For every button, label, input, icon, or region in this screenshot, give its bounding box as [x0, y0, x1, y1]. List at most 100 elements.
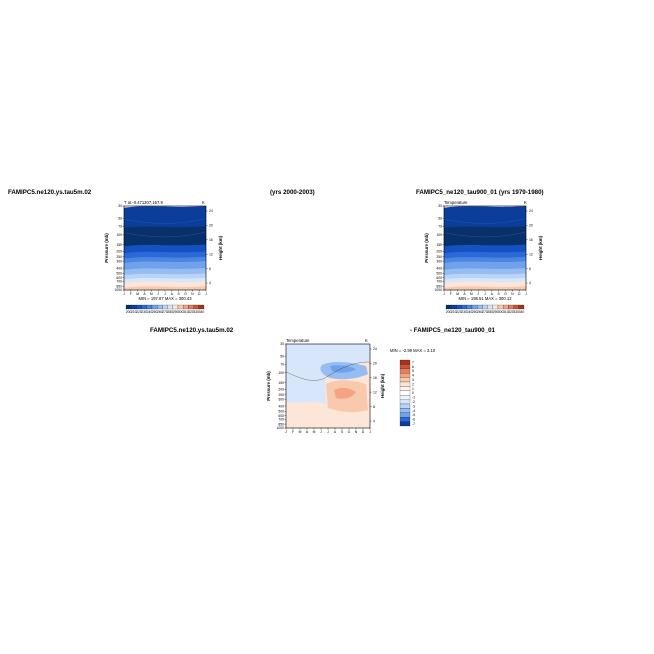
- colorbar-swatch: [445, 304, 452, 310]
- colorbar-label: -6: [412, 418, 415, 422]
- colorbar-swatch: [162, 304, 168, 310]
- x-tick-label: F: [450, 292, 452, 296]
- colorbar-swatch: [193, 304, 199, 310]
- y-tick-label: 700: [436, 280, 442, 284]
- y2-tick-label: 4: [529, 281, 531, 285]
- colorbar-label: 7: [412, 360, 414, 364]
- diff-red-core: [334, 387, 356, 399]
- y2-tick-label: 16: [209, 238, 213, 242]
- contour-band: [444, 268, 526, 276]
- y-tick-label: 150: [278, 381, 284, 385]
- y2-tick-label: 4: [209, 281, 211, 285]
- y-tick-label: 600: [436, 276, 442, 280]
- colorbar-label: -1: [412, 396, 415, 400]
- colorbar-swatch: [399, 421, 411, 427]
- colorbar-label: 330: [513, 310, 519, 314]
- y2-tick-label: 24: [529, 209, 533, 213]
- x-tick-label: M: [456, 292, 459, 296]
- left-contour-fill: [124, 206, 206, 290]
- right-colorbar: 200 210 220 230 240 250 260 270 280 290 300 310 320 3…: [445, 304, 525, 314]
- colorbar-label: 4: [412, 374, 414, 378]
- colorbar-label: -7: [412, 422, 415, 426]
- x-tick-label: A: [463, 292, 466, 296]
- colorbar-label: 290: [493, 310, 499, 314]
- colorbar-label: 260: [477, 310, 483, 314]
- colorbar-label: -3: [412, 404, 415, 408]
- colorbar-swatch: [399, 395, 411, 400]
- x-tick-label: N: [511, 292, 514, 296]
- y-tick-label: 250: [278, 393, 284, 397]
- x-tick-label: M: [470, 292, 473, 296]
- y-tick-label: 600: [116, 276, 122, 280]
- y-tick-label: 850: [116, 284, 122, 288]
- y2-tick-label: 16: [529, 238, 533, 242]
- colorbar-label: -5: [412, 413, 415, 417]
- colorbar-swatch: [399, 381, 411, 387]
- right-panel-units: K: [524, 200, 527, 205]
- diff-blue-region-top: [286, 344, 370, 381]
- contour-line: [444, 218, 526, 224]
- diff-near-surface-fill: [286, 414, 370, 428]
- colorbar-label: 270: [482, 310, 488, 314]
- colorbar-label: 6: [412, 365, 414, 369]
- right-temperature-panel: Temperature K 30507010015020025030040050…: [424, 200, 543, 314]
- x-tick-label: J: [285, 430, 287, 434]
- colorbar-swatch: [399, 403, 411, 409]
- y-tick-label: 70: [118, 224, 122, 228]
- x-tick-label: N: [191, 292, 194, 296]
- y-tick-label: 850: [436, 284, 442, 288]
- contour-band: [124, 206, 206, 229]
- x-tick-label: O: [504, 292, 507, 296]
- diff-panel-units: K: [365, 338, 368, 343]
- colorbar-label: 310: [183, 310, 189, 314]
- colorbar-swatch: [399, 412, 411, 418]
- x-tick-label: A: [143, 292, 146, 296]
- contour-band: [444, 261, 526, 271]
- colorbar-label: 230: [141, 310, 147, 314]
- y-tick-label: 400: [436, 266, 442, 270]
- colorbar-swatch: [466, 304, 473, 310]
- y2-tick-label: 24: [209, 209, 213, 213]
- x-tick-label: N: [355, 430, 358, 434]
- colorbar-label: 260: [157, 310, 163, 314]
- contour-band: [444, 226, 526, 247]
- x-tick-label: J: [369, 430, 371, 434]
- period-title: (yrs 2000-2003): [270, 189, 315, 196]
- diff-stats: MIN = -2.99 MAX = 3.10: [390, 348, 436, 353]
- contour-band: [124, 261, 206, 271]
- right-y2-ticks: 24 20 16 12 8 4: [526, 209, 533, 285]
- colorbar-swatch: [518, 304, 525, 310]
- contour-band: [124, 286, 206, 290]
- x-tick-label: A: [491, 292, 494, 296]
- y-tick-label: 250: [116, 255, 122, 259]
- colorbar-swatch: [167, 304, 173, 310]
- x-tick-label: J: [443, 292, 445, 296]
- x-tick-label: J: [205, 292, 207, 296]
- y-tick-label: 100: [436, 233, 442, 237]
- x-tick-label: J: [123, 292, 125, 296]
- colorbar-swatch: [399, 373, 411, 378]
- colorbar-label: 250: [152, 310, 158, 314]
- y-tick-label: 300: [278, 397, 284, 401]
- colorbar-swatch: [141, 304, 147, 310]
- colorbar-swatch: [399, 417, 411, 422]
- colorbar-swatch: [399, 386, 411, 391]
- x-tick-label: F: [292, 430, 294, 434]
- colorbar-label: 280: [167, 310, 173, 314]
- contour-band: [124, 226, 206, 247]
- colorbar-label: 230: [461, 310, 467, 314]
- colorbar-swatch: [487, 304, 493, 310]
- left-panel-title: T at -0.471307,167.9: [124, 200, 163, 205]
- y-tick-label: 100: [116, 233, 122, 237]
- colorbar-swatch: [399, 359, 411, 365]
- x-tick-label: M: [150, 292, 153, 296]
- x-tick-label: J: [327, 430, 329, 434]
- colorbar-swatch: [451, 304, 457, 310]
- y-tick-label: 70: [438, 224, 442, 228]
- contour-band: [444, 244, 526, 254]
- y-tick-label: 850: [278, 422, 284, 426]
- left-stats: MIN = 197.87 MAX = 300.43: [138, 296, 192, 301]
- y2-tick-label: 24: [373, 347, 377, 351]
- x-tick-label: A: [171, 292, 174, 296]
